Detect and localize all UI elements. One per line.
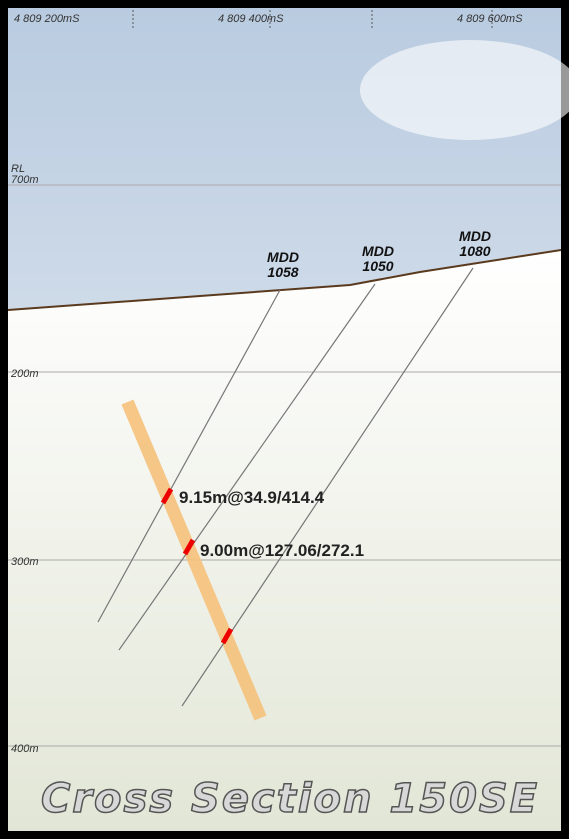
cloud [360, 40, 569, 140]
hole-name: MDD [459, 228, 491, 244]
drill-trace [97, 289, 281, 623]
grid [8, 184, 561, 747]
hole-name: MDD [267, 249, 299, 265]
depth-label: 400m [11, 743, 39, 755]
easting-label: 4 809 200mS [14, 13, 80, 25]
intercept-mark [182, 538, 196, 556]
ground [8, 250, 561, 831]
intercept-label: 9.00m@127.06/272.1 [200, 541, 364, 560]
rl-label: RL [11, 163, 25, 175]
intercept-marks [160, 487, 234, 645]
surface-line [7, 249, 562, 311]
intercept-label: 9.15m@34.9/414.4 [179, 488, 325, 507]
drill-trace [118, 283, 376, 651]
intercept-mark [160, 487, 174, 505]
hole-name: MDD [362, 243, 394, 259]
easting-label: 4 809 600mS [457, 13, 523, 25]
hole-number: 1050 [362, 258, 393, 274]
easting-label: 4 809 400mS [218, 13, 284, 25]
depth-label: 200m [10, 368, 39, 380]
hole-number: 1058 [267, 264, 298, 280]
intercept-mark [220, 627, 234, 645]
top-ticks [132, 10, 493, 28]
ore-zone [121, 399, 267, 721]
depth-label: 300m [11, 556, 39, 568]
hole-number: 1080 [459, 243, 490, 259]
section-title: Cross Section 150SE [41, 776, 539, 822]
depth-label: 700m [11, 174, 39, 186]
